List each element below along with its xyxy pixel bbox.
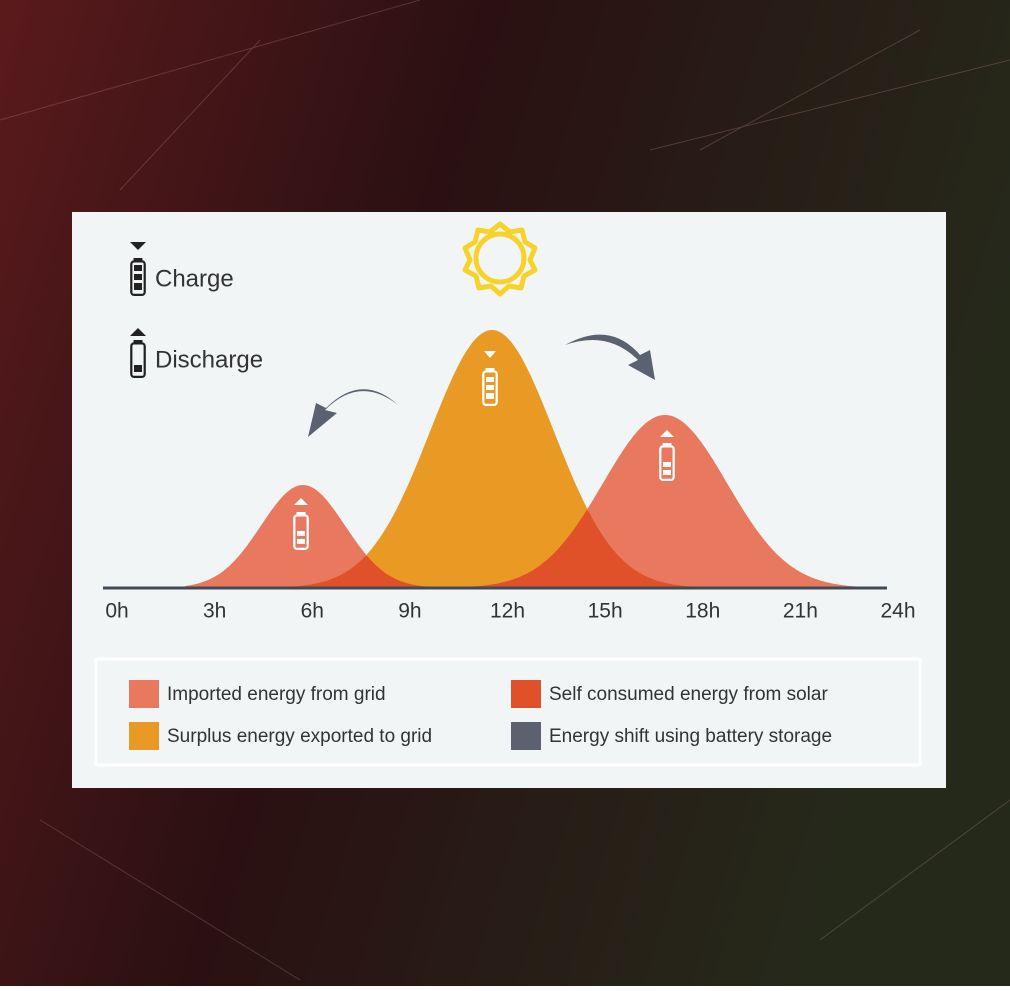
x-tick-label: 0h <box>105 600 128 623</box>
charge-label: Charge <box>155 265 234 292</box>
sun-icon <box>462 221 538 297</box>
x-tick-label: 12h <box>490 600 525 623</box>
discharge-label: Discharge <box>155 346 263 373</box>
x-tick-label: 24h <box>880 600 915 623</box>
legend-label: Energy shift using battery storage <box>549 726 832 747</box>
x-tick-label: 3h <box>203 600 226 623</box>
battery-icons <box>130 242 675 550</box>
legend-swatch <box>511 680 541 708</box>
legend-label: Surplus energy exported to grid <box>167 726 432 747</box>
legend-box <box>94 657 922 767</box>
solar-surplus-area <box>185 330 885 588</box>
grid-import-area <box>185 415 885 588</box>
legend-swatch <box>511 722 541 750</box>
energy-curves <box>185 330 885 588</box>
self-consumed-area <box>185 509 885 588</box>
legend-label: Imported energy from grid <box>167 684 386 705</box>
x-tick-label: 18h <box>685 600 720 623</box>
legend-label: Self consumed energy from solar <box>549 684 828 705</box>
x-tick-label: 15h <box>588 600 623 623</box>
x-tick-label: 21h <box>783 600 818 623</box>
x-tick-label: 9h <box>398 600 421 623</box>
legend-swatch <box>129 722 159 750</box>
legend-swatch <box>129 680 159 708</box>
arrows <box>308 334 655 437</box>
x-tick-label: 6h <box>301 600 324 623</box>
